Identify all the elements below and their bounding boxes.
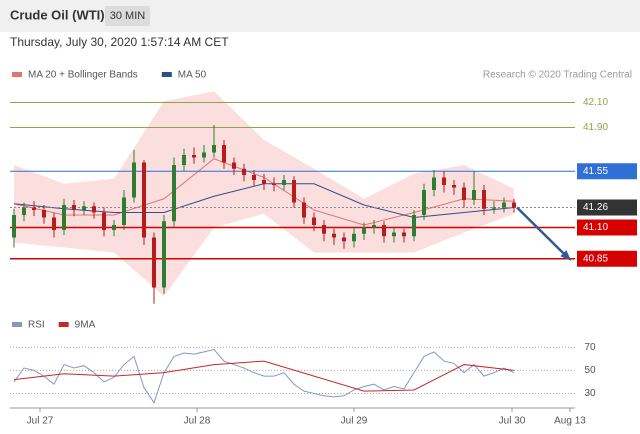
level-label: 41.90 (583, 122, 608, 133)
candle-body (312, 217, 316, 225)
candle-body (112, 225, 116, 230)
candle-body (262, 180, 266, 184)
level-tag (577, 163, 637, 180)
level-label: 41.10 (583, 222, 608, 233)
candle-body (232, 162, 236, 169)
timestamp: Thursday, July 30, 2020 1:57:14 AM CET (10, 35, 229, 49)
candle-body (82, 206, 86, 210)
timeframe-box (105, 6, 150, 26)
candle-body (172, 165, 176, 222)
level-tag (577, 250, 637, 267)
candle-body (122, 197, 126, 225)
legend-label: RSI (28, 320, 45, 331)
candle-body (142, 162, 146, 238)
candle-body (492, 207, 496, 209)
y-tick-label: 70 (584, 342, 596, 353)
candle-body (32, 207, 36, 210)
candle-body (182, 155, 186, 165)
x-tick-label: Jul 29 (341, 416, 368, 427)
credit: Research © 2020 Trading Central (483, 70, 632, 81)
level-label: 40.85 (583, 253, 608, 264)
candle-body (52, 217, 56, 230)
candle-body (392, 232, 396, 237)
candle-body (292, 180, 296, 203)
candle-body (302, 202, 306, 218)
legend-swatch (12, 72, 22, 77)
legend-label: 9MA (75, 320, 96, 331)
level-tag (577, 199, 637, 216)
candle-body (42, 210, 46, 218)
y-tick-label: 30 (584, 388, 596, 399)
candle-body (382, 225, 386, 237)
y-tick-label: 50 (584, 365, 596, 376)
rsi-line (13, 360, 515, 392)
legend-label: MA 20 + Bollinger Bands (28, 70, 138, 81)
x-tick-label: Jul 28 (184, 416, 211, 427)
candle-body (422, 190, 426, 215)
legend-swatch (58, 322, 69, 327)
legend-swatch (12, 322, 22, 327)
candle-body (202, 152, 206, 158)
candle-body (282, 180, 286, 185)
candle-body (402, 232, 406, 237)
candle-body (252, 175, 256, 180)
candle-body (192, 155, 196, 158)
candle-body (92, 206, 96, 213)
candle-body (72, 205, 76, 210)
level-label: 41.55 (583, 166, 608, 177)
candle-body (222, 145, 226, 163)
candle-body (22, 207, 26, 215)
candle-body (62, 205, 66, 230)
candle-body (132, 162, 136, 198)
level-tag (577, 219, 637, 236)
legend-swatch (161, 72, 172, 77)
bollinger-band (14, 91, 514, 297)
candle-body (242, 168, 246, 175)
candle-body (342, 237, 346, 242)
rsi-line (13, 348, 515, 404)
title: Crude Oil (WTI) (10, 7, 105, 22)
candle-body (512, 202, 516, 208)
candle-body (272, 183, 276, 185)
candle-body (162, 221, 166, 288)
candle-body (322, 225, 326, 234)
candle-body (212, 145, 216, 153)
x-tick-label: Aug 13 (554, 416, 586, 427)
candle-body (102, 212, 106, 230)
candle-body (472, 190, 476, 200)
candle-body (502, 202, 506, 208)
x-tick-label: Jul 27 (27, 416, 54, 427)
arrow-head (560, 250, 572, 261)
candle-body (442, 177, 446, 185)
legend-label: MA 50 (178, 70, 207, 81)
candle-body (12, 215, 16, 238)
candle-body (332, 233, 336, 238)
candle-body (152, 237, 156, 288)
level-label: 41.26 (583, 202, 608, 213)
candle-body (352, 233, 356, 242)
candle-body (462, 187, 466, 200)
timeframe: 30 MIN (110, 10, 146, 22)
x-tick-label: Jul 30 (499, 416, 526, 427)
projection-arrow (516, 206, 570, 260)
candle-body (452, 185, 456, 188)
candle-body (412, 215, 416, 237)
candle-body (362, 227, 366, 234)
level-label: 42.10 (583, 97, 608, 108)
candle-body (372, 225, 376, 228)
candle-body (432, 177, 436, 190)
candle-body (482, 190, 486, 209)
